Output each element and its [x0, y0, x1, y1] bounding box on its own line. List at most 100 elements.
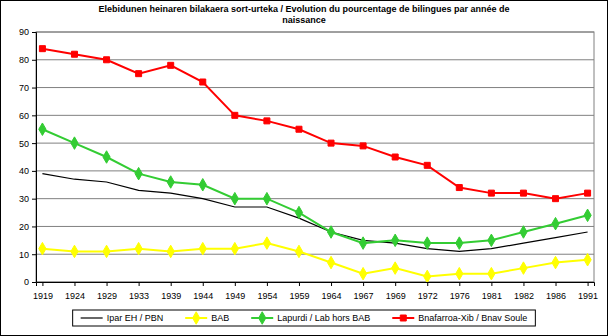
- series-marker: [359, 237, 366, 249]
- legend-frame: [73, 310, 536, 326]
- y-tick: 90: [19, 27, 36, 37]
- x-tick-mark: [556, 282, 557, 286]
- x-tick: 1982: [514, 282, 534, 301]
- series-marker: [199, 242, 206, 254]
- y-tick: 70: [19, 83, 36, 93]
- x-tick-mark: [203, 282, 204, 286]
- series-marker: [167, 245, 174, 257]
- x-tick-label: 1991: [578, 291, 598, 301]
- grid-line: [36, 59, 594, 60]
- x-tick-mark: [235, 282, 236, 286]
- x-tick: 1919: [33, 282, 53, 301]
- grid-line: [36, 115, 594, 116]
- y-tick-label: 10: [19, 250, 29, 260]
- x-tick: 1939: [161, 282, 181, 301]
- y-tick-mark: [32, 60, 36, 61]
- series-marker: [39, 123, 46, 135]
- legend-marker: [400, 315, 406, 321]
- series-line: [42, 243, 587, 276]
- series-marker: [103, 245, 110, 257]
- series-marker: [552, 256, 559, 268]
- grid-line: [36, 198, 594, 199]
- x-tick: 1976: [450, 282, 470, 301]
- chart-frame: [1, 1, 608, 336]
- series-marker: [360, 143, 366, 149]
- series-marker: [520, 226, 527, 238]
- x-tick-label: 1964: [322, 291, 342, 301]
- y-tick-label: 60: [19, 111, 29, 121]
- legend-label: BAB: [211, 313, 229, 323]
- x-tick-mark: [139, 282, 140, 286]
- x-axis: 1919192419291933193919441949195419591964…: [33, 282, 598, 301]
- y-tick-label: 20: [19, 222, 29, 232]
- series-marker: [488, 190, 494, 196]
- grid-line: [36, 32, 594, 33]
- y-tick-mark: [32, 226, 36, 227]
- legend: Ipar EH / PBNBABLapurdi / Lab hors BABBn…: [73, 310, 536, 326]
- y-tick: 30: [19, 194, 36, 204]
- grid: [36, 32, 594, 282]
- x-tick-label: 1919: [33, 291, 53, 301]
- x-tick-label: 1981: [482, 291, 502, 301]
- series-marker: [488, 267, 495, 279]
- x-axis-line: [37, 283, 595, 287]
- x-tick-label: 1933: [129, 291, 149, 301]
- x-tick: 1949: [225, 282, 245, 301]
- y-axis-line: [32, 33, 37, 283]
- x-tick-label: 1944: [193, 291, 213, 301]
- y-tick-mark: [32, 88, 36, 89]
- x-tick-label: 1939: [161, 291, 181, 301]
- x-tick-mark: [331, 282, 332, 286]
- series-marker: [392, 234, 399, 246]
- x-tick: 1969: [386, 282, 406, 301]
- y-tick: 10: [19, 250, 36, 260]
- legend-item: BAB: [185, 312, 229, 324]
- x-tick-mark: [42, 282, 43, 286]
- y-tick-label: 30: [19, 194, 29, 204]
- x-tick: 1959: [289, 282, 309, 301]
- series-marker: [136, 71, 142, 77]
- x-tick-mark: [523, 282, 524, 286]
- series-marker: [392, 154, 398, 160]
- series-marker: [585, 190, 591, 196]
- x-tick: 1933: [129, 282, 149, 301]
- legend-marker: [193, 312, 200, 324]
- series-marker: [584, 254, 591, 266]
- x-tick-label: 1949: [225, 291, 245, 301]
- x-tick-label: 1969: [386, 291, 406, 301]
- series-marker: [71, 137, 78, 149]
- y-tick: 50: [19, 138, 36, 148]
- legend-item: Ipar EH / PBN: [81, 313, 164, 323]
- title-line: Elebidunen heinaren bilakaera sort-urtek…: [98, 4, 509, 14]
- series-marker: [456, 267, 463, 279]
- series-marker: [456, 237, 463, 249]
- grid-line: [36, 254, 594, 255]
- y-tick: 80: [19, 55, 36, 65]
- grid-line: [36, 143, 594, 144]
- y-tick-mark: [32, 282, 36, 283]
- x-tick: 1986: [546, 282, 566, 301]
- x-tick: 1972: [418, 282, 438, 301]
- series-marker: [424, 270, 431, 282]
- series-marker: [327, 256, 334, 268]
- legend-swatch: [81, 317, 103, 318]
- title-line: naissance: [282, 15, 326, 25]
- x-tick: 1991: [578, 282, 598, 301]
- y-tick-label: 50: [19, 138, 29, 148]
- y-tick-label: 90: [19, 27, 29, 37]
- series-marker: [295, 206, 302, 218]
- y-tick: 40: [19, 166, 36, 176]
- legend-label: Ipar EH / PBN: [107, 313, 164, 323]
- y-tick-label: 70: [19, 83, 29, 93]
- x-tick-mark: [267, 282, 268, 286]
- y-tick-mark: [32, 171, 36, 172]
- y-tick: 20: [19, 222, 36, 232]
- y-tick-mark: [32, 199, 36, 200]
- x-tick-mark: [299, 282, 300, 286]
- series-marker: [296, 126, 302, 132]
- series-marker: [263, 192, 270, 204]
- x-tick: 1964: [322, 282, 342, 301]
- y-tick: 60: [19, 111, 36, 121]
- x-tick-mark: [459, 282, 460, 286]
- y-tick: 0: [24, 277, 36, 287]
